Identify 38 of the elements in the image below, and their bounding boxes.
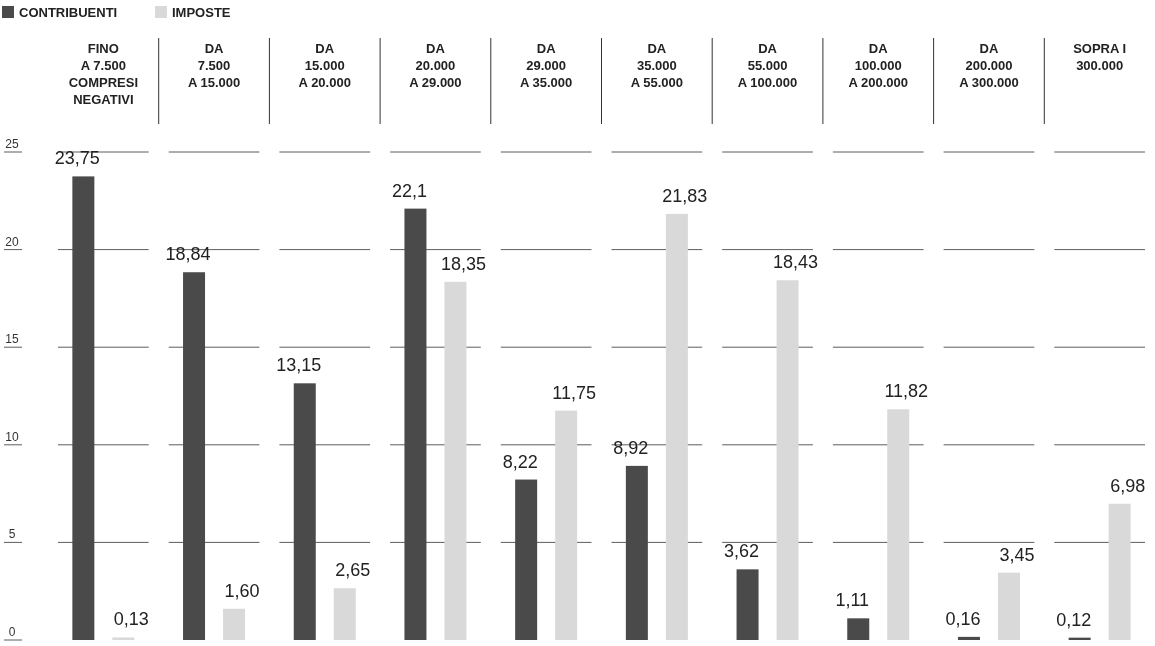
y-tick-label: 20: [5, 234, 19, 249]
y-tick-label: 5: [8, 527, 16, 542]
data-label: 11,82: [884, 381, 929, 402]
x-tick-label: FINO A 7.500 COMPRESI NEGATIVI: [68, 41, 139, 107]
data-label: 13,15: [276, 355, 322, 376]
legend-label: IMPOSTE: [172, 5, 231, 20]
data-label: 2,65: [335, 560, 371, 581]
data-label: 1,11: [835, 590, 870, 611]
legend-label: CONTRIBUENTI: [19, 5, 118, 20]
x-tick-label: DA 100.000 A 200.000: [848, 41, 909, 90]
data-label: 8,92: [613, 437, 649, 458]
data-label: 18,84: [165, 244, 211, 265]
data-label: 18,35: [440, 253, 486, 274]
y-tick-label: 0: [8, 625, 16, 639]
x-tick-label: DA 15.000 A 20.000: [298, 41, 351, 90]
x-tick-label: SOPRA I 300.000: [1073, 41, 1127, 73]
data-label: 18,43: [773, 252, 819, 273]
data-label: 6,98: [1110, 475, 1146, 496]
x-tick-label: DA 29.000 A 35.000: [520, 41, 573, 90]
y-tick-label: 25: [5, 137, 19, 151]
data-label: 8,22: [502, 451, 538, 472]
data-label: 3,45: [999, 544, 1035, 565]
y-tick-label: 10: [5, 429, 19, 444]
x-tick-label: DA 7.500 A 15.000: [187, 41, 241, 90]
y-tick-label: 15: [5, 332, 19, 347]
data-label: 0,13: [113, 609, 149, 630]
x-tick-label: DA 20.000 A 29.000: [409, 41, 462, 90]
data-label: 22,1: [391, 180, 427, 201]
data-label: 3,62: [724, 541, 760, 562]
data-label: 11,75: [552, 382, 597, 403]
data-label: 0,12: [1056, 609, 1092, 630]
data-label: 0,16: [945, 608, 981, 629]
data-label: 1,60: [224, 580, 260, 601]
data-label: 23,75: [54, 148, 100, 169]
data-label: 21,83: [662, 185, 708, 206]
x-tick-label: DA 35.000 A 55.000: [630, 41, 683, 90]
x-tick-label: DA 200.000 A 300.000: [959, 41, 1019, 90]
x-tick-label: DA 55.000 A 100.000: [737, 41, 798, 90]
